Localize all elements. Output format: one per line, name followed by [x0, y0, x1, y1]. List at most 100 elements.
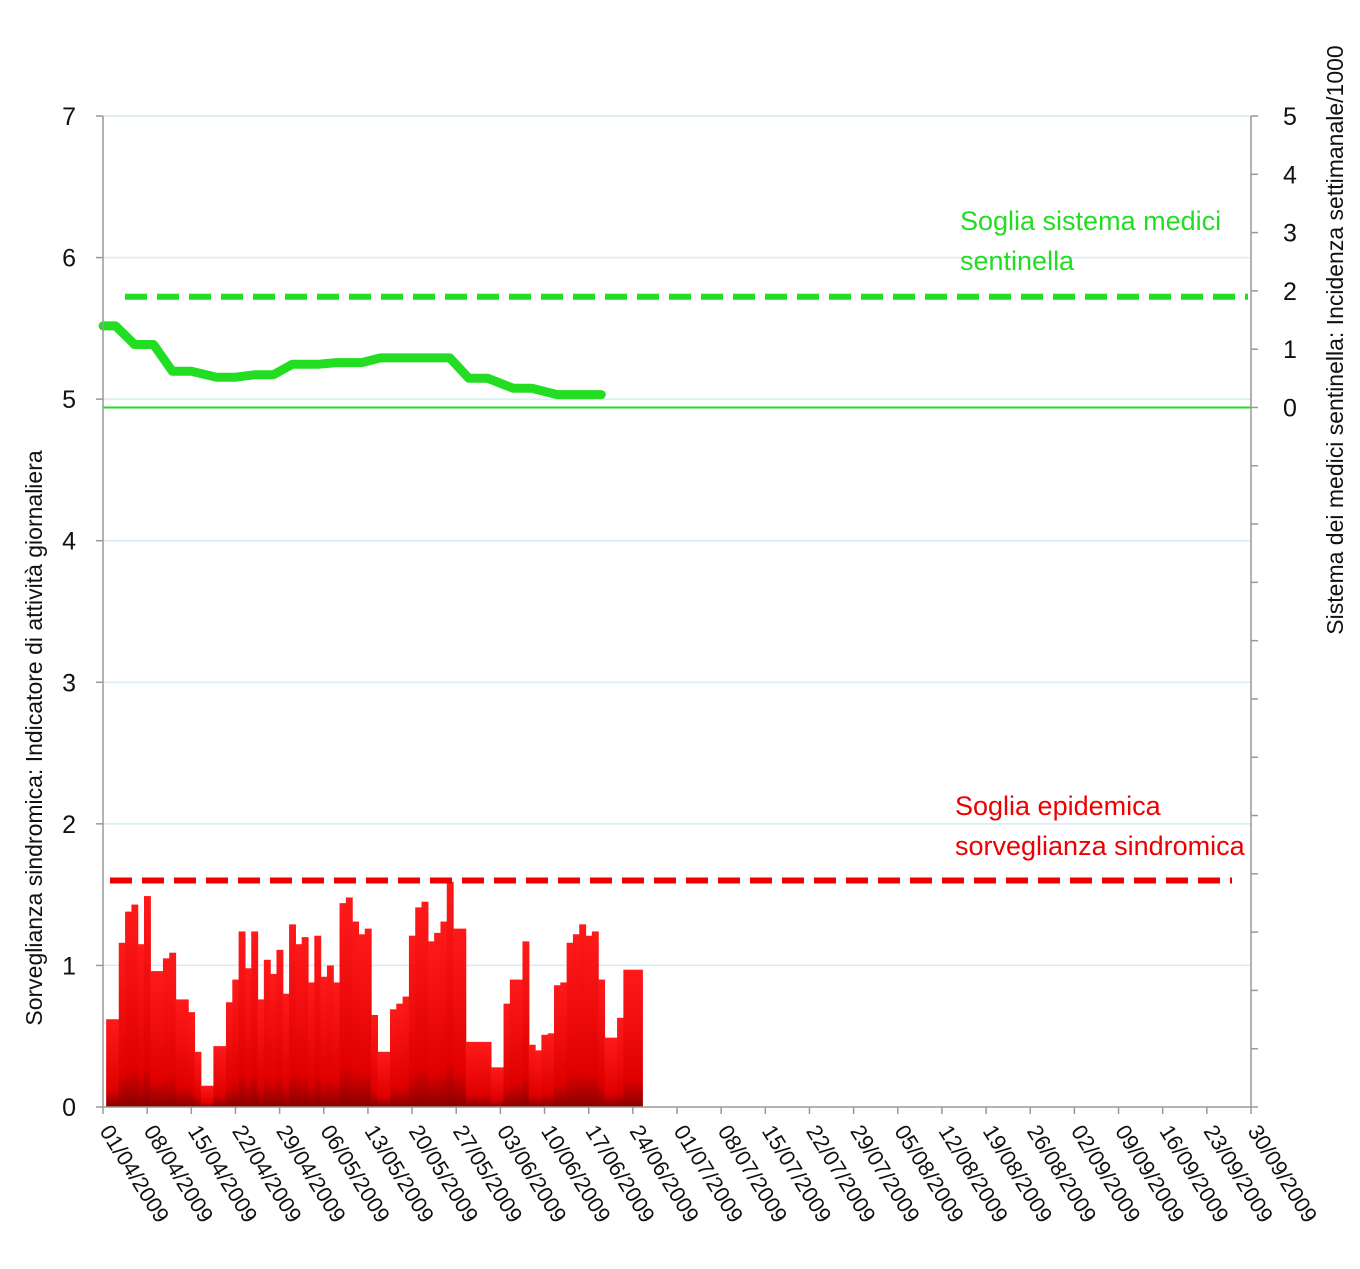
daily-bar [572, 934, 580, 1107]
left-tick-label: 1 [62, 952, 76, 980]
daily-bar [270, 973, 278, 1107]
daily-bar [219, 1046, 227, 1107]
right-tick-label: 4 [1283, 161, 1297, 189]
daily-bar [257, 999, 265, 1107]
daily-bar [598, 979, 606, 1107]
daily-bar [169, 952, 177, 1107]
daily-bar [434, 932, 442, 1107]
daily-bar [371, 1014, 378, 1107]
left-tick-label: 4 [62, 528, 76, 556]
daily-bar [175, 999, 183, 1107]
daily-bar [509, 979, 517, 1107]
daily-bar [238, 931, 246, 1107]
daily-bar [472, 1041, 479, 1107]
daily-bar [383, 1051, 391, 1107]
daily-bar [604, 1037, 612, 1107]
daily-bar [402, 996, 410, 1107]
daily-indicator-series [106, 881, 643, 1107]
daily-bar [188, 1012, 196, 1107]
daily-bar [579, 924, 587, 1107]
right-axis-label: Sistema dei medici sentinella: Incidenza… [1322, 45, 1348, 634]
daily-bar [377, 1051, 385, 1107]
daily-bar [358, 934, 366, 1107]
daily-bar [390, 1009, 397, 1107]
daily-bar [125, 911, 132, 1107]
daily-bar [112, 1019, 120, 1107]
left-tick-label: 5 [62, 386, 76, 414]
daily-bar [560, 982, 568, 1107]
daily-bar [446, 881, 454, 1107]
daily-bar [623, 969, 631, 1107]
daily-bar [339, 903, 347, 1107]
daily-bar [566, 942, 574, 1107]
daily-bar [408, 935, 416, 1107]
daily-bar [137, 944, 145, 1107]
daily-bar [207, 1085, 214, 1107]
daily-bar [181, 999, 189, 1107]
right-tick-label: 5 [1283, 103, 1297, 131]
daily-bar [263, 959, 271, 1107]
sentinel-threshold-label-line2: sentinella [960, 246, 1075, 276]
daily-bar [490, 1067, 498, 1107]
daily-bar [251, 931, 259, 1107]
daily-bar [326, 965, 334, 1107]
daily-bar [308, 982, 315, 1107]
daily-bar [333, 982, 341, 1107]
daily-bar [150, 971, 158, 1107]
daily-bar [528, 1044, 536, 1107]
daily-bar [636, 969, 643, 1107]
daily-bar [144, 896, 151, 1107]
left-tick-label: 7 [62, 103, 76, 131]
daily-bar [629, 969, 637, 1107]
daily-bar [301, 937, 309, 1107]
daily-bar [478, 1041, 486, 1107]
sentinel-threshold-label-line1: Soglia sistema medici [960, 206, 1221, 236]
left-tick-label: 3 [62, 669, 76, 697]
daily-bar [314, 935, 322, 1107]
right-tick-label: 1 [1283, 336, 1297, 364]
daily-bar [156, 971, 164, 1107]
right-tick-label: 0 [1283, 394, 1297, 422]
daily-bar [345, 897, 353, 1107]
daily-bar [610, 1037, 618, 1107]
axes [102, 116, 1252, 1108]
left-tick-label: 2 [62, 811, 76, 839]
daily-bar [295, 944, 303, 1107]
daily-bar [421, 901, 429, 1107]
daily-bar [453, 928, 460, 1107]
daily-bar [415, 907, 423, 1107]
daily-bar [503, 1003, 511, 1107]
daily-bar [396, 1003, 404, 1107]
daily-bar [585, 935, 593, 1107]
right-tick-label: 2 [1283, 278, 1297, 306]
daily-bar [352, 921, 360, 1107]
daily-bar [232, 979, 240, 1107]
daily-bar [200, 1085, 208, 1107]
daily-bar [516, 979, 524, 1107]
daily-bar [547, 1033, 555, 1107]
daily-bar [226, 1002, 233, 1107]
daily-bar [440, 921, 448, 1107]
daily-bar [106, 1019, 114, 1107]
thresholds [110, 293, 1248, 884]
daily-threshold-label-line1: Soglia epidemica [955, 791, 1162, 821]
daily-bar [465, 1041, 473, 1107]
daily-bar [497, 1067, 505, 1107]
daily-bar [244, 968, 252, 1107]
left-axis-label: Sorveglianza sindromica: Indicatore di a… [21, 450, 47, 1026]
left-tick-label: 0 [62, 1094, 76, 1122]
daily-bar [320, 976, 328, 1107]
daily-bar [522, 941, 530, 1107]
daily-bar [541, 1034, 549, 1107]
daily-bar [364, 928, 372, 1107]
daily-bar [131, 904, 139, 1107]
daily-bar [554, 985, 561, 1107]
daily-bar [162, 958, 170, 1107]
daily-bar [459, 928, 467, 1107]
daily-bar [535, 1050, 542, 1107]
daily-bar [289, 924, 296, 1107]
daily-bar [484, 1041, 492, 1107]
sentinel-line [98, 321, 606, 400]
daily-bar [194, 1051, 202, 1107]
